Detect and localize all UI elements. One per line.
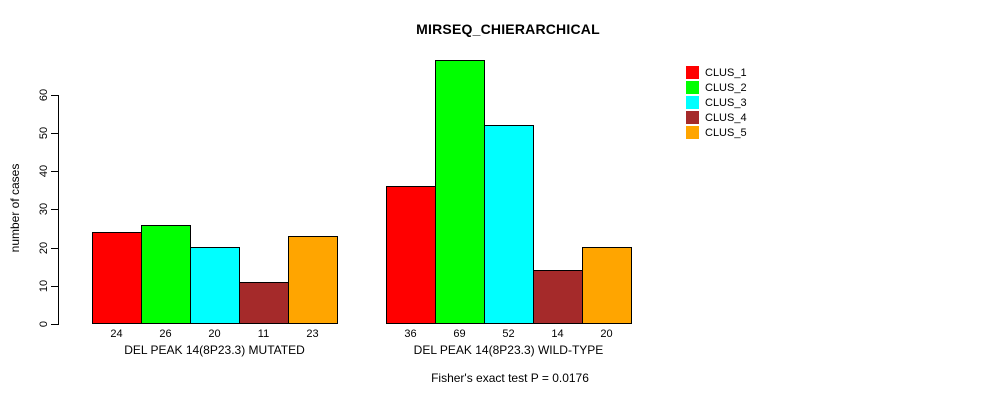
chart-title: MIRSEQ_CHIERARCHICAL xyxy=(416,21,600,37)
bar-value-label: 52 xyxy=(502,328,515,340)
y-axis-tick xyxy=(51,324,58,325)
y-axis-tick xyxy=(51,133,58,134)
y-axis-tick-label: 0 xyxy=(38,320,50,328)
legend-swatch-icon xyxy=(686,81,699,94)
legend-item-clus_1: CLUS_1 xyxy=(686,65,747,80)
y-axis-tick-label: 20 xyxy=(38,241,50,255)
y-axis-tick-label: 40 xyxy=(38,164,50,178)
bar-value-label: 14 xyxy=(551,328,564,340)
legend-swatch-icon xyxy=(686,126,699,139)
bar-clus_5-group1 xyxy=(288,236,338,324)
bar-value-label: 23 xyxy=(306,328,319,340)
bar-value-label: 24 xyxy=(110,328,123,340)
y-axis-tick-label: 30 xyxy=(38,202,50,216)
y-axis-tick xyxy=(51,171,58,172)
legend-swatch-icon xyxy=(686,111,699,124)
bar-clus_2-group1 xyxy=(141,225,191,324)
bar-value-label: 69 xyxy=(453,328,466,340)
legend-label: CLUS_4 xyxy=(705,111,747,124)
legend-item-clus_2: CLUS_2 xyxy=(686,80,747,95)
fisher-test-annotation: Fisher's exact test P = 0.0176 xyxy=(431,371,589,385)
bar-clus_5-group2 xyxy=(582,247,632,324)
y-axis-tick xyxy=(51,286,58,287)
group-label: DEL PEAK 14(8P23.3) MUTATED xyxy=(124,343,305,357)
group-label: DEL PEAK 14(8P23.3) WILD-TYPE xyxy=(413,343,604,357)
bar-value-label: 11 xyxy=(257,328,270,340)
bar-clus_1-group2 xyxy=(386,186,436,324)
legend-label: CLUS_1 xyxy=(705,66,747,79)
bar-value-label: 20 xyxy=(208,328,221,340)
bar-value-label: 20 xyxy=(600,328,613,340)
legend-item-clus_4: CLUS_4 xyxy=(686,110,747,125)
bar-value-label: 36 xyxy=(404,328,417,340)
bar-clus_3-group2 xyxy=(484,125,534,324)
legend-label: CLUS_2 xyxy=(705,81,747,94)
y-axis-tick xyxy=(51,209,58,210)
legend-label: CLUS_5 xyxy=(705,126,747,139)
y-axis-tick-label: 60 xyxy=(38,88,50,102)
legend-item-clus_5: CLUS_5 xyxy=(686,125,747,140)
y-axis-tick-label: 10 xyxy=(38,279,50,293)
bar-value-label: 26 xyxy=(159,328,172,340)
y-axis-tick xyxy=(51,248,58,249)
legend-swatch-icon xyxy=(686,96,699,109)
legend-item-clus_3: CLUS_3 xyxy=(686,95,747,110)
bar-clus_2-group2 xyxy=(435,60,485,324)
legend-swatch-icon xyxy=(686,66,699,79)
y-axis-tick xyxy=(51,95,58,96)
legend: CLUS_1 CLUS_2 CLUS_3 CLUS_4 CLUS_5 xyxy=(686,65,747,140)
y-axis-tick-label: 50 xyxy=(38,126,50,140)
bar-clus_1-group1 xyxy=(92,232,142,324)
y-axis-line xyxy=(58,95,59,325)
bar-clus_4-group1 xyxy=(239,282,289,324)
bar-clus_3-group1 xyxy=(190,247,240,324)
legend-label: CLUS_3 xyxy=(705,96,747,109)
bar-clus_4-group2 xyxy=(533,270,583,324)
